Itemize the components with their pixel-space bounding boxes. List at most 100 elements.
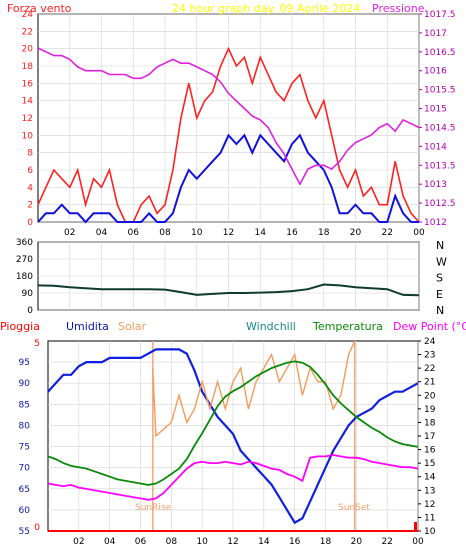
temperature-line xyxy=(47,360,419,486)
wind-tick-label: 20 xyxy=(22,45,34,55)
humidity-time-tick-label: 20 xyxy=(351,537,363,547)
pressure-line xyxy=(37,47,420,186)
humidity-tick-label: 85 xyxy=(19,400,30,410)
humidity-tick-label: 95 xyxy=(19,358,30,368)
humidity-time-tick-label: 12 xyxy=(227,537,238,547)
wind-tick-label: 22 xyxy=(22,27,33,37)
temperature-tick-label: 17 xyxy=(424,432,435,442)
direction-degree-label: 180 xyxy=(16,272,33,282)
wind-direction-series xyxy=(37,283,420,297)
humidity-tick-label: 60 xyxy=(19,506,31,516)
temperature-tick-label: 13 xyxy=(424,486,435,496)
compass-direction-label: W xyxy=(436,255,447,268)
humidity-axis-ticks: 55 60 65 70 75 80 85 90 95 0 5 xyxy=(19,339,41,537)
wind-time-axis-ticks: 02 04 06 08 10 12 14 16 18 20 22 00 xyxy=(64,228,425,238)
humidity-time-tick-label: 04 xyxy=(104,537,116,547)
wind-tick-label: 4 xyxy=(27,183,33,193)
wind-tick-label: 12 xyxy=(22,114,33,124)
windchill-label: Windchill xyxy=(246,320,296,333)
pressure-tick-label: 1014.5 xyxy=(424,123,456,133)
pressure-tick-label: 1015 xyxy=(424,105,447,115)
humidity-time-tick-label: 10 xyxy=(196,537,208,547)
compass-direction-label: E xyxy=(436,288,443,301)
pressure-tick-label: 1012 xyxy=(424,218,447,228)
temperature-label: Temperatura xyxy=(312,320,383,333)
date-title: 24 hour graph day. 09 Aprile 2024 xyxy=(172,2,360,15)
humidity-time-tick-label: 02 xyxy=(73,537,84,547)
wind-time-tick-label: 18 xyxy=(318,228,330,238)
wind-average-line xyxy=(37,133,419,224)
humidity-tick-label: 80 xyxy=(19,421,31,431)
wind-time-tick-label: 12 xyxy=(223,228,234,238)
humidity-tick-label: 55 xyxy=(19,527,30,537)
temperature-tick-label: 16 xyxy=(424,446,436,456)
sunset-label: SunSet xyxy=(338,503,370,513)
pressure-tick-label: 1017.5 xyxy=(424,10,456,20)
humidity-time-tick-label: 18 xyxy=(320,537,332,547)
pressure-tick-label: 1013.5 xyxy=(424,161,456,171)
humidity-time-tick-label: 08 xyxy=(166,537,178,547)
sunrise-label: SunRise xyxy=(135,503,172,513)
humidity-tick-label: 75 xyxy=(19,443,30,453)
wind-tick-label: 16 xyxy=(22,79,34,89)
humidity-time-tick-label: 22 xyxy=(381,537,392,547)
direction-degree-label: 270 xyxy=(16,255,33,265)
pressure-axis-ticks: 1012 1012.5 1013 1013.5 1014 1014.5 1015 1015.5… xyxy=(419,10,456,228)
wind-time-tick-label: 10 xyxy=(191,228,203,238)
wind-gust-line xyxy=(37,46,420,223)
direction-degree-label: 360 xyxy=(16,238,33,248)
humidity-temperature-series xyxy=(47,340,419,532)
wind-time-tick-label: 16 xyxy=(286,228,298,238)
humidity-time-tick-label: 06 xyxy=(135,537,147,547)
temperature-tick-label: 14 xyxy=(424,473,436,483)
pressure-tick-label: 1013 xyxy=(424,180,447,190)
wind-time-tick-label: 22 xyxy=(382,228,393,238)
humidity-time-axis-ticks: 02 04 06 08 10 12 14 16 18 20 22 00 xyxy=(73,537,424,547)
rain-tick-label: 0 xyxy=(34,523,40,533)
wind-tick-label: 24 xyxy=(22,10,34,20)
solar-line xyxy=(152,340,356,438)
humidity-time-tick-label: 14 xyxy=(258,537,270,547)
wind-time-tick-label: 20 xyxy=(350,228,362,238)
wind-pressure-series xyxy=(37,46,420,224)
temperature-tick-label: 23 xyxy=(424,351,435,361)
wind-tick-label: 18 xyxy=(22,62,34,72)
dewpoint-label: Dew Point (°C) xyxy=(393,320,466,333)
temperature-tick-label: 21 xyxy=(424,378,435,388)
direction-degree-label: 0 xyxy=(27,306,33,316)
rain-label: Pioggia xyxy=(0,320,40,333)
dewpoint-line xyxy=(47,454,419,501)
compass-direction-label: S xyxy=(436,272,443,285)
humidity-tick-label: 90 xyxy=(19,379,31,389)
wind-time-tick-label: 14 xyxy=(255,228,267,238)
wind-direction-grid xyxy=(38,241,420,311)
temperature-tick-label: 18 xyxy=(424,418,436,428)
temperature-tick-label: 24 xyxy=(424,337,436,347)
wind-tick-label: 6 xyxy=(27,166,33,176)
temperature-tick-label: 20 xyxy=(424,391,436,401)
pressure-tick-label: 1014 xyxy=(424,142,447,152)
compass-direction-label: N xyxy=(436,239,444,252)
wind-time-tick-label: 06 xyxy=(128,228,140,238)
humidity-time-tick-label: 16 xyxy=(289,537,301,547)
wind-tick-label: 8 xyxy=(27,149,33,159)
temperature-tick-label: 12 xyxy=(424,500,435,510)
wind-direction-degree-ticks: 0 90 180 270 360 xyxy=(16,238,33,316)
direction-degree-label: 90 xyxy=(22,289,34,299)
temperature-tick-label: 10 xyxy=(424,527,436,537)
rain-bar xyxy=(414,522,417,531)
humidity-time-tick-label: 00 xyxy=(412,537,424,547)
pressure-tick-label: 1016 xyxy=(424,67,447,77)
pressure-tick-label: 1015.5 xyxy=(424,86,456,96)
temperature-axis-ticks: 10 11 12 13 14 15 16 17 18 19 20 21 22 23 24 xyxy=(418,337,436,537)
pressure-title: Pressione xyxy=(372,2,425,15)
temperature-tick-label: 22 xyxy=(424,364,435,374)
wind-time-tick-label: 02 xyxy=(64,228,75,238)
humidity-tick-label: 70 xyxy=(19,464,31,474)
